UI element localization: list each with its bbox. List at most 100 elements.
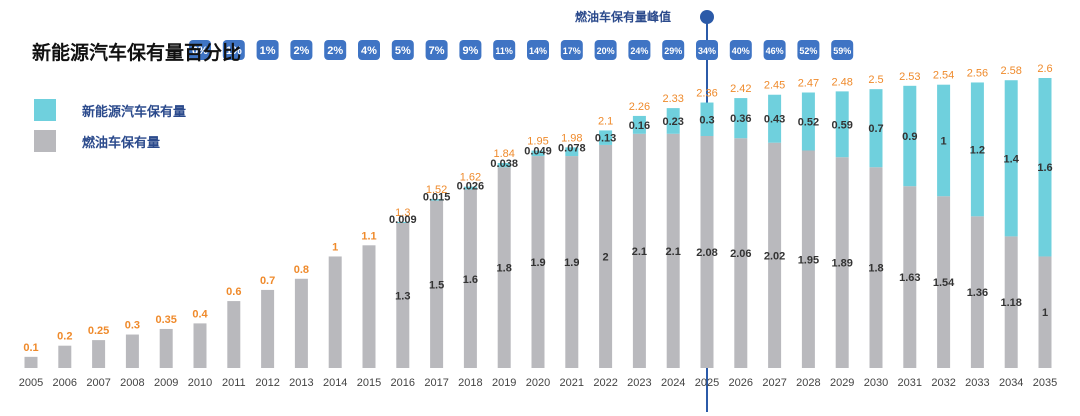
total-label-2018: 1.62 [460,172,481,184]
bar-ice-2010 [193,323,207,368]
x-tick-2026: 2026 [729,377,753,389]
ice-label-2029: 1.89 [831,258,852,270]
ice-label-2017: 1.5 [429,279,444,291]
bar-nev-2016 [396,221,410,223]
pct-badge-bg-2025 [696,40,718,60]
bar-nev-2034 [1004,80,1018,237]
nev-label-2035: 1.6 [1037,162,1052,174]
total-label-2026: 2.42 [730,83,751,95]
pct-badge-2023: 24% [630,46,648,56]
ice-label-2035: 1 [1042,307,1048,319]
bar-ice-2005 [24,356,38,368]
total-label-2035: 2.6 [1037,63,1052,75]
nev-label-2030: 0.7 [868,123,883,135]
bar-ice-2028 [801,150,815,368]
bar-nev-2017 [430,199,444,201]
ice-label-2027: 2.02 [764,250,785,262]
bar-ice-2013 [294,278,308,368]
total-label-2019: 1.84 [493,148,514,160]
nev-label-2026: 0.36 [730,113,751,125]
nev-label-2016: 0.009 [389,214,417,226]
total-label-2028: 2.47 [798,78,819,90]
bar-ice-2007 [92,340,106,368]
bar-ice-2032 [937,196,951,368]
x-tick-2015: 2015 [357,377,381,389]
bar-ice-2016 [396,223,410,368]
nev-label-2018: 0.026 [457,181,485,193]
pct-badge-2024: 29% [664,46,682,56]
x-tick-2012: 2012 [255,377,279,389]
bar-ice-2014 [328,256,342,368]
bar-ice-2034 [1004,236,1018,368]
total-label-2007: 0.25 [88,325,109,337]
bar-ice-2027 [768,142,782,368]
ice-label-2033: 1.36 [967,287,988,299]
bar-nev-2023 [632,115,646,134]
x-tick-2022: 2022 [593,377,617,389]
bar-nev-2027 [768,94,782,143]
total-label-2025: 2.36 [696,88,717,100]
bar-nev-2030 [869,89,883,168]
total-label-2008: 0.3 [125,320,140,332]
ice-label-2016: 1.3 [395,291,410,303]
pct-badge-2018: 9% [462,45,478,57]
bar-nev-2032 [937,84,951,197]
ice-label-2024: 2.1 [666,246,681,258]
pct-badge-2026: 40% [732,46,750,56]
x-tick-2028: 2028 [796,377,820,389]
total-label-2023: 2.26 [629,101,650,113]
bar-ice-2026 [734,138,748,368]
ice-label-2023: 2.1 [632,246,647,258]
total-label-2027: 2.45 [764,80,785,92]
bar-ice-2019 [497,167,511,368]
pct-badge-2021: 17% [563,46,581,56]
x-tick-2027: 2027 [762,377,786,389]
x-tick-2024: 2024 [661,377,685,389]
nev-label-2027: 0.43 [764,114,785,126]
pct-badge-2019: 11% [495,46,513,56]
total-label-2024: 2.33 [662,93,683,105]
bar-ice-2021 [565,156,579,368]
ice-label-2025: 2.08 [696,247,717,259]
total-label-2013: 0.8 [294,264,309,276]
total-label-2010: 0.4 [192,308,208,320]
pct-badge-2014: 2% [327,45,343,57]
total-label-2012: 0.7 [260,275,275,287]
legend-item-ice: 燃油车保有量 [34,130,160,152]
pct-badge-2013: 2% [293,45,309,57]
bar-nev-2029 [835,91,849,158]
total-label-2020: 1.95 [527,136,548,148]
total-label-2034: 2.58 [1000,65,1021,77]
nev-label-2022: 0.13 [595,133,616,145]
bar-ice-2017 [430,200,444,368]
bar-ice-2008 [125,334,139,368]
x-tick-2030: 2030 [864,377,888,389]
total-label-2017: 1.52 [426,184,447,196]
nev-label-2033: 1.2 [970,144,985,156]
pct-badge-bg-2014 [324,40,347,60]
bar-nev-2025 [700,102,714,136]
nev-label-2029: 0.59 [831,119,852,131]
peak-label: 燃油车保有量峰值 [575,10,672,24]
ice-label-2028: 1.95 [798,254,819,266]
x-tick-2021: 2021 [560,377,584,389]
bar-nev-2021 [565,147,579,157]
pct-badge-bg-2018 [459,40,482,60]
total-label-2014: 1 [332,241,338,253]
bar-ice-2033 [970,216,984,368]
x-tick-2032: 2032 [931,377,955,389]
pct-badge-bg-2011 [222,40,245,60]
total-label-2009: 0.35 [155,314,176,326]
bar-nev-2028 [801,92,815,151]
bar-nev-2024 [666,108,680,134]
bar-nev-2033 [970,82,984,217]
ice-label-2030: 1.8 [868,263,883,275]
pct-badge-bg-2029 [831,40,854,60]
total-label-2016: 1.3 [395,207,410,219]
pct-badge-2015: 4% [361,45,377,57]
nev-label-2024: 0.23 [662,116,683,128]
bar-nev-2020 [531,150,545,157]
pct-badge-bg-2020 [527,40,549,60]
ice-label-2031: 1.63 [899,272,920,284]
